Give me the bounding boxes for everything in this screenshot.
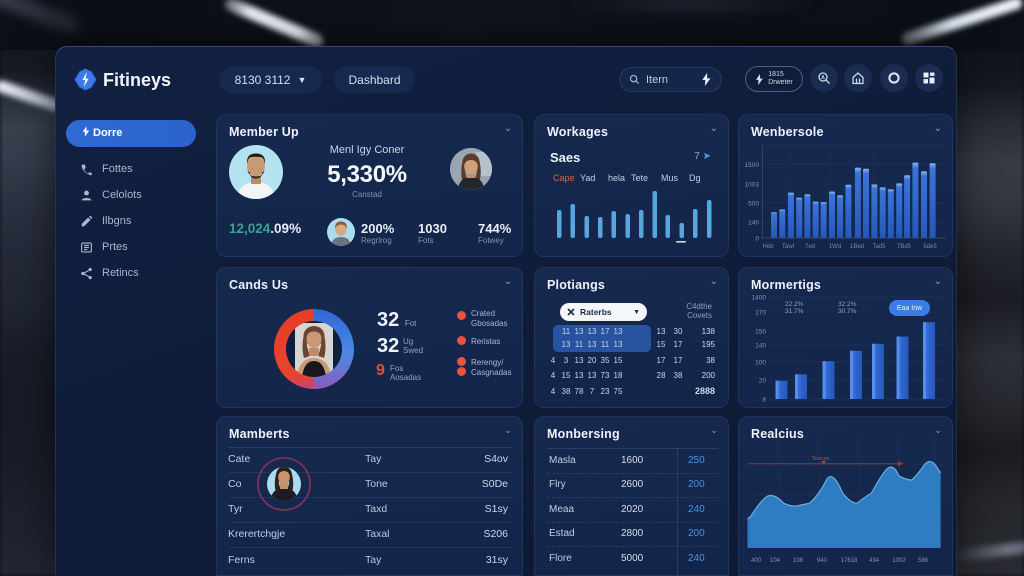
svg-text:150: 150 — [755, 329, 766, 336]
svg-text:23: 23 — [601, 387, 610, 396]
svg-text:5de5: 5de5 — [923, 244, 937, 250]
svg-text:78: 78 — [575, 387, 584, 396]
svg-text:17618: 17618 — [841, 558, 858, 564]
svg-text:13: 13 — [588, 371, 597, 380]
svg-text:38: 38 — [674, 371, 683, 380]
svg-text:11: 11 — [575, 340, 584, 349]
svg-text:13: 13 — [657, 327, 666, 336]
svg-text:1400: 1400 — [752, 295, 767, 302]
svg-text:18: 18 — [614, 371, 623, 380]
svg-text:104: 104 — [770, 558, 781, 564]
svg-text:11: 11 — [601, 340, 610, 349]
svg-text:11: 11 — [562, 327, 571, 336]
svg-text:35: 35 — [601, 356, 610, 365]
svg-text:38: 38 — [706, 356, 715, 365]
svg-text:38: 38 — [562, 387, 571, 396]
svg-text:75: 75 — [614, 387, 623, 396]
svg-text:200: 200 — [702, 371, 716, 380]
svg-text:195: 195 — [702, 340, 716, 349]
svg-text:8: 8 — [762, 397, 766, 404]
svg-text:4: 4 — [551, 356, 556, 365]
svg-text:13: 13 — [588, 340, 597, 349]
svg-text:586: 586 — [918, 558, 929, 564]
svg-text:100: 100 — [755, 360, 766, 367]
svg-text:31.7%: 31.7% — [785, 308, 804, 315]
svg-text:140: 140 — [755, 343, 766, 350]
svg-text:0: 0 — [755, 236, 759, 243]
svg-text:20: 20 — [759, 378, 767, 385]
svg-text:940: 940 — [817, 558, 828, 564]
svg-text:7Bd5: 7Bd5 — [897, 244, 912, 250]
svg-text:17: 17 — [601, 327, 610, 336]
svg-text:1002: 1002 — [892, 558, 906, 564]
svg-text:13: 13 — [562, 340, 571, 349]
svg-text:73: 73 — [601, 371, 610, 380]
svg-text:20: 20 — [588, 356, 597, 365]
svg-text:30: 30 — [674, 327, 683, 336]
svg-text:22.2%: 22.2% — [785, 301, 804, 308]
svg-text:4: 4 — [551, 371, 556, 380]
svg-text:Tad5: Tad5 — [872, 244, 886, 250]
svg-text:13: 13 — [575, 356, 584, 365]
svg-text:500: 500 — [748, 201, 759, 208]
svg-text:13: 13 — [575, 327, 584, 336]
svg-text:15: 15 — [562, 371, 571, 380]
svg-text:13: 13 — [614, 340, 623, 349]
svg-text:15: 15 — [657, 340, 666, 349]
svg-text:7: 7 — [590, 387, 595, 396]
svg-text:Heb: Heb — [762, 244, 774, 250]
svg-text:138: 138 — [702, 327, 716, 336]
svg-text:13: 13 — [575, 371, 584, 380]
svg-text:15: 15 — [614, 356, 623, 365]
svg-text:1Bed: 1Bed — [850, 244, 864, 250]
svg-text:2888: 2888 — [695, 386, 715, 396]
svg-text:13: 13 — [588, 327, 597, 336]
svg-text:Tawl: Tawl — [782, 244, 794, 250]
svg-text:1500: 1500 — [745, 162, 760, 169]
svg-text:400: 400 — [751, 558, 762, 564]
svg-text:Tescas: Tescas — [812, 456, 829, 462]
svg-text:1Wd: 1Wd — [829, 244, 841, 250]
svg-text:7ed: 7ed — [805, 244, 815, 250]
svg-text:28: 28 — [657, 371, 666, 380]
svg-text:32.2%: 32.2% — [838, 301, 857, 308]
svg-text:4: 4 — [551, 387, 556, 396]
svg-text:17: 17 — [674, 340, 683, 349]
svg-text:13: 13 — [614, 327, 623, 336]
svg-text:30.7%: 30.7% — [838, 308, 857, 315]
svg-text:140: 140 — [748, 220, 759, 227]
svg-text:434: 434 — [869, 558, 880, 564]
svg-text:170: 170 — [755, 310, 766, 317]
svg-text:1003: 1003 — [745, 182, 760, 189]
svg-text:3: 3 — [564, 356, 569, 365]
svg-text:17: 17 — [674, 356, 683, 365]
svg-text:17: 17 — [657, 356, 666, 365]
svg-text:108: 108 — [793, 558, 804, 564]
